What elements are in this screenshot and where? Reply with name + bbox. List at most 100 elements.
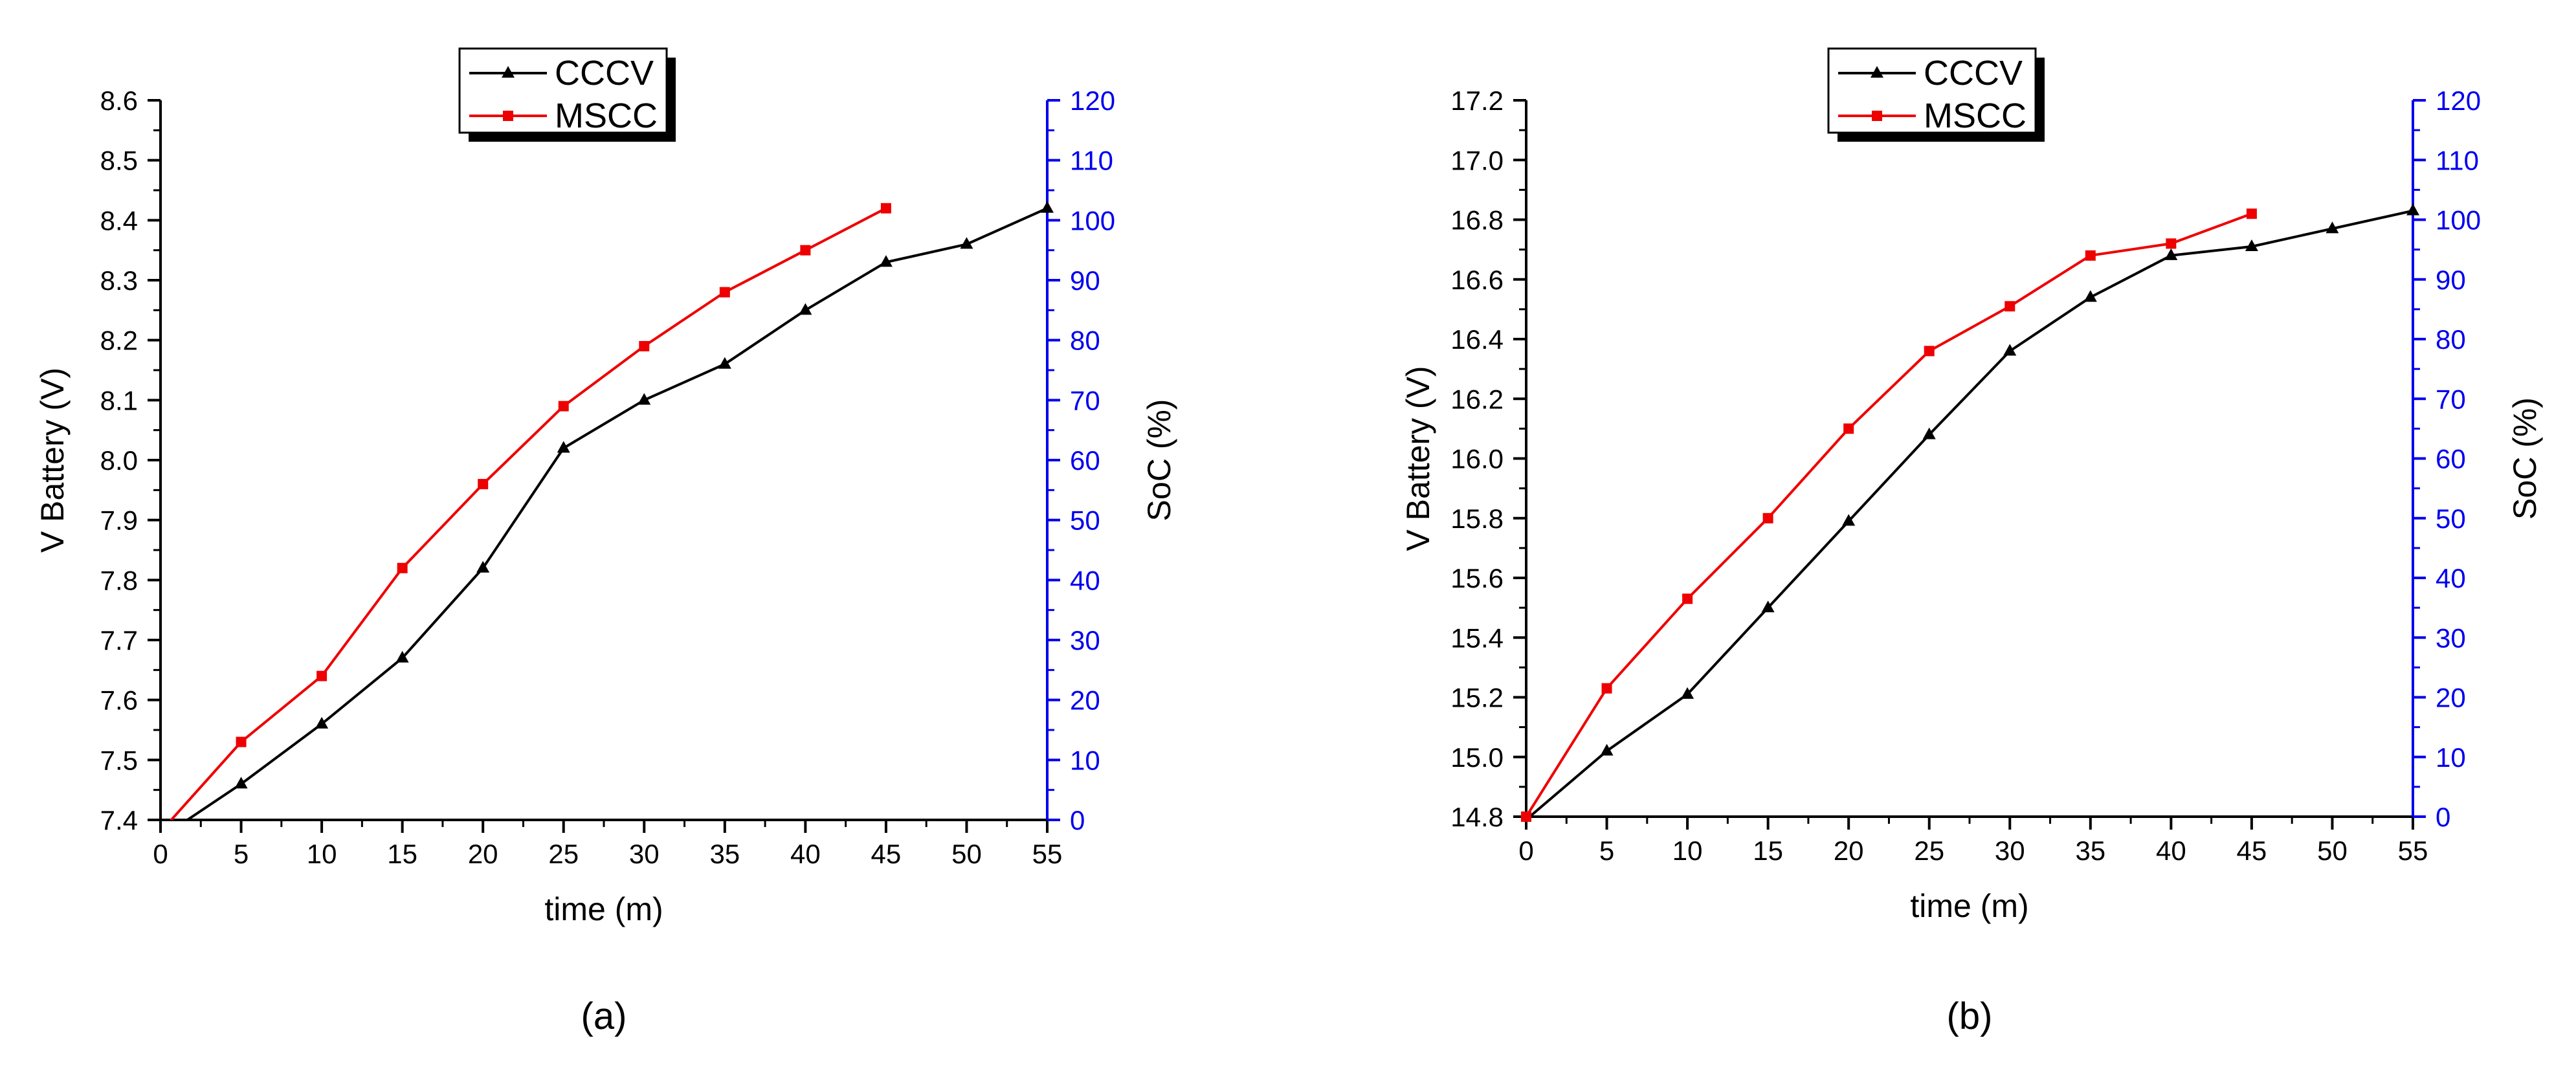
data-point-mscc [1682, 593, 1693, 604]
legend-label-mscc: MSCC [555, 96, 658, 135]
data-point-cccv [2083, 290, 2097, 302]
panel-caption: (b) [1947, 995, 1993, 1037]
x-tick-label: 30 [1995, 835, 2025, 866]
y-tick-label: 15.8 [1450, 503, 1504, 534]
data-point-cccv [2406, 203, 2419, 215]
data-point-cccv [1842, 514, 1856, 526]
y2-axis-title: SoC (%) [1141, 399, 1177, 522]
data-point-cccv [315, 716, 329, 729]
y-tick-label: 7.6 [100, 685, 138, 716]
panel-caption: (a) [581, 995, 627, 1037]
x-tick-label: 45 [871, 839, 902, 869]
y2-tick-label: 70 [1070, 385, 1100, 415]
data-point-cccv [960, 237, 973, 249]
x-tick-label: 5 [234, 839, 249, 869]
x-tick-label: 25 [548, 839, 579, 869]
x-tick-label: 35 [2075, 835, 2105, 866]
y-axis-title: V Battery (V) [1400, 366, 1436, 551]
data-point-mscc [2246, 208, 2257, 219]
x-tick-label: 40 [790, 839, 821, 869]
x-axis-title: time (m) [1910, 888, 2028, 924]
data-point-cccv [234, 777, 248, 789]
data-point-mscc [2166, 238, 2177, 249]
x-axis-title: time (m) [544, 891, 663, 927]
y-tick-label: 16.4 [1450, 324, 1504, 355]
data-point-cccv [799, 303, 812, 315]
y2-tick-label: 30 [2436, 623, 2466, 653]
x-tick-label: 55 [2398, 835, 2428, 866]
x-tick-label: 25 [1914, 835, 1944, 866]
y2-tick-label: 120 [2436, 85, 2481, 116]
data-point-mscc [639, 340, 650, 351]
series-lines [1526, 209, 2413, 817]
data-point-mscc [2085, 250, 2096, 261]
x-tick-label: 50 [951, 839, 982, 869]
data-point-mscc [236, 736, 247, 747]
series-markers [1521, 203, 2419, 822]
data-point-cccv [476, 560, 490, 573]
data-point-cccv [1041, 201, 1054, 213]
y-tick-label: 7.5 [100, 745, 138, 775]
x-tick-label: 35 [709, 839, 740, 869]
data-point-cccv [395, 650, 409, 663]
chart-panel-b: 0 5 10 15 20 25 30 35 40 45 50 55 14.8 15.0 15.2 15.4 15… [1400, 47, 2543, 1037]
y-tick-label: 16.6 [1450, 265, 1504, 295]
legend-marker-cccv [502, 66, 515, 78]
legend-marker-mscc [503, 111, 513, 121]
x-tick-label: 40 [2156, 835, 2186, 866]
y2-tick-label: 50 [2436, 503, 2466, 534]
y-tick-label: 16.2 [1450, 384, 1504, 414]
y-tick-label: 7.8 [100, 565, 138, 595]
x-tick-label: 55 [1032, 839, 1063, 869]
series-line-mscc [169, 207, 887, 820]
y2-tick-label: 60 [1070, 445, 1100, 476]
y2-axis-title: SoC (%) [2507, 397, 2543, 520]
y-tick-label: 16.8 [1450, 205, 1504, 236]
x-tick-label: 5 [1599, 835, 1614, 866]
x-tick-label: 10 [307, 839, 337, 869]
x-tick-label: 50 [2317, 835, 2348, 866]
y-tick-label: 8.0 [100, 445, 138, 476]
series-line-mscc [1526, 212, 2252, 817]
y-tick-label: 7.7 [100, 625, 138, 656]
y-tick-label: 8.2 [100, 326, 138, 356]
y2-tick-label: 0 [1070, 805, 1085, 835]
y-tick-label: 16.0 [1450, 444, 1504, 474]
y-tick-label: 7.4 [100, 805, 138, 835]
data-point-mscc [558, 401, 569, 412]
y2-tick-label: 90 [1070, 265, 1100, 296]
y2-tick-label: 80 [1070, 326, 1100, 356]
data-point-cccv [2245, 239, 2258, 252]
y2-tick-label: 90 [2436, 265, 2466, 295]
x-tick-label: 45 [2237, 835, 2267, 866]
data-point-cccv [2003, 344, 2017, 356]
x-tick-label: 20 [468, 839, 498, 869]
y2-tick-label: 40 [1070, 565, 1100, 595]
chart-panel-a: 0 5 10 15 20 25 30 35 40 45 50 55 7.4 7.5 7.6 7.7 7.8 7.9… [34, 47, 1177, 1037]
y2-tick-label: 0 [2436, 802, 2450, 832]
series-line-cccv [184, 206, 1047, 820]
y-tick-label: 8.6 [100, 85, 138, 116]
y-tick-label: 8.4 [100, 205, 138, 236]
legend-label-cccv: CCCV [555, 54, 654, 93]
y-tick-label: 14.8 [1450, 802, 1504, 832]
y2-tick-label: 30 [1070, 625, 1100, 656]
x-tick-label: 20 [1834, 835, 1864, 866]
data-point-mscc [800, 245, 811, 256]
y2-tick-label: 50 [1070, 505, 1100, 536]
y-tick-label: 17.0 [1450, 145, 1504, 175]
x-tick-label: 15 [387, 839, 417, 869]
data-point-cccv [1681, 687, 1694, 699]
x-tick-label: 0 [1518, 835, 1533, 866]
y-axis-title: V Battery (V) [34, 368, 71, 553]
legend-label-mscc: MSCC [1924, 96, 2026, 135]
y-tick-label: 15.4 [1450, 623, 1504, 653]
data-point-cccv [638, 393, 651, 405]
data-point-cccv [557, 441, 570, 453]
data-point-cccv [1922, 427, 1936, 439]
y-tick-label: 8.3 [100, 265, 138, 296]
y-tick-label: 7.9 [100, 505, 138, 536]
data-point-cccv [1600, 744, 1614, 756]
